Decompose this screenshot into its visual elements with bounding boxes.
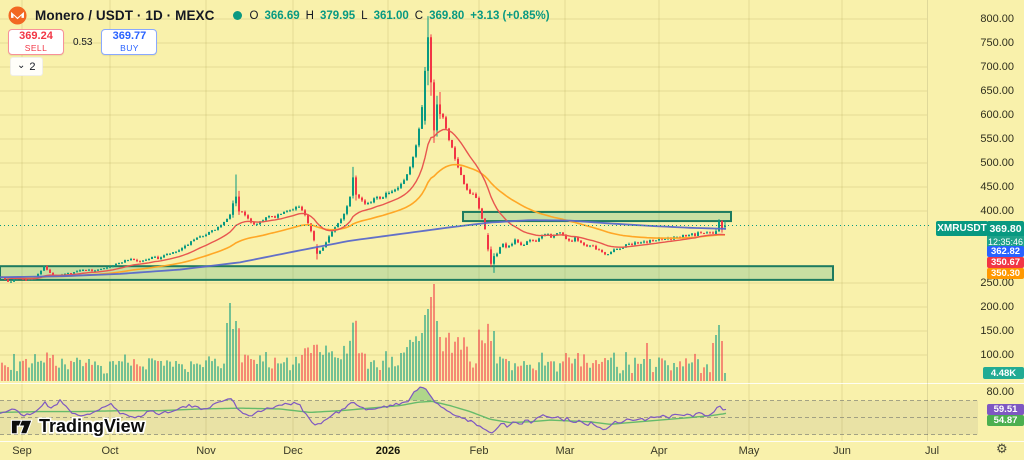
- monero-logo-icon: [8, 6, 27, 25]
- low-label: L: [361, 9, 368, 22]
- buy-button[interactable]: 369.77 BUY: [101, 29, 158, 55]
- tradingview-logo-icon: [10, 419, 33, 435]
- rsi-value-tag: 59.51: [987, 403, 1024, 415]
- spread-value: 0.53: [73, 36, 93, 48]
- price-scale-label[interactable]: 600.00: [980, 109, 1014, 121]
- low-value: 361.00: [373, 9, 409, 22]
- rsi-scale-label[interactable]: 80.00: [986, 386, 1014, 398]
- close-value: 369.80: [429, 9, 465, 22]
- sell-label: SELL: [24, 43, 48, 54]
- time-scale-label-jun[interactable]: Jun: [833, 445, 851, 457]
- indicators-collapse-button[interactable]: ⌄ 2: [10, 57, 43, 76]
- indicator-value-tag: 350.67: [987, 256, 1024, 268]
- price-scale-label[interactable]: 700.00: [980, 61, 1014, 73]
- source-dot-icon: [232, 11, 242, 20]
- time-scale-label-may[interactable]: May: [738, 445, 760, 457]
- price-scale-label[interactable]: 500.00: [980, 157, 1014, 169]
- time-scale-label-sep[interactable]: Sep: [12, 445, 32, 457]
- time-scale-label-2026[interactable]: 2026: [375, 445, 401, 457]
- price-scale-label[interactable]: 800.00: [980, 13, 1014, 25]
- rsi-value-tag: 54.87: [987, 414, 1024, 426]
- trade-buttons-row: 369.24 SELL 0.53 369.77 BUY: [8, 29, 158, 55]
- high-value: 379.95: [319, 9, 356, 22]
- open-label: O: [249, 9, 259, 22]
- price-scale-label[interactable]: 550.00: [980, 133, 1014, 145]
- indicator-value-tag: 350.30: [987, 267, 1024, 279]
- last-price-value: 369.80: [987, 221, 1024, 236]
- time-scale-label-jul[interactable]: Jul: [924, 445, 940, 457]
- time-scale-label-oct[interactable]: Oct: [101, 445, 119, 457]
- price-scale-label[interactable]: 100.00: [980, 349, 1014, 361]
- sell-button[interactable]: 369.24 SELL: [8, 29, 64, 55]
- symbol-title[interactable]: Monero / USDT · 1D · MEXC: [35, 8, 215, 23]
- volume-value-tag: 4.48K: [983, 367, 1024, 379]
- tradingview-watermark[interactable]: TradingView: [10, 415, 145, 438]
- time-scale-label-nov[interactable]: Nov: [196, 445, 216, 457]
- high-label: H: [305, 9, 314, 22]
- price-scale-label[interactable]: 450.00: [980, 181, 1014, 193]
- sell-price: 369.24: [19, 30, 53, 43]
- chevron-down-icon: ⌄: [17, 59, 26, 71]
- change-value: +3.13 (+0.85%): [470, 9, 550, 22]
- symbol-name-tag: XMRUSDT: [936, 221, 988, 236]
- time-scale-label-dec[interactable]: Dec: [283, 445, 303, 457]
- buy-price: 369.77: [112, 30, 147, 43]
- time-scale-label-mar[interactable]: Mar: [555, 445, 575, 457]
- price-scale-label[interactable]: 750.00: [980, 37, 1014, 49]
- price-scale-label[interactable]: 650.00: [980, 85, 1014, 97]
- open-value: 366.69: [264, 9, 300, 22]
- close-label: C: [414, 9, 424, 22]
- time-scale-label-apr[interactable]: Apr: [650, 445, 668, 457]
- price-scale-label[interactable]: 200.00: [980, 301, 1014, 313]
- price-scale-label[interactable]: 400.00: [980, 205, 1014, 217]
- indicator-value-tag: 362.82: [987, 245, 1024, 257]
- price-scale-label[interactable]: 150.00: [980, 325, 1014, 337]
- watermark-text: TradingView: [39, 416, 145, 436]
- price-scale-label[interactable]: 250.00: [980, 277, 1014, 289]
- buy-label: BUY: [120, 43, 139, 54]
- settings-gear-icon[interactable]: ⚙: [996, 442, 1008, 457]
- collapse-count: 2: [29, 60, 36, 73]
- chart-header: Monero / USDT · 1D · MEXC O 366.69 H 379.9…: [8, 6, 550, 25]
- time-scale-label-feb[interactable]: Feb: [469, 445, 489, 457]
- ohlc-row: O 366.69 H 379.95 L 361.00 C 369.80 +3.13 (+…: [250, 10, 550, 22]
